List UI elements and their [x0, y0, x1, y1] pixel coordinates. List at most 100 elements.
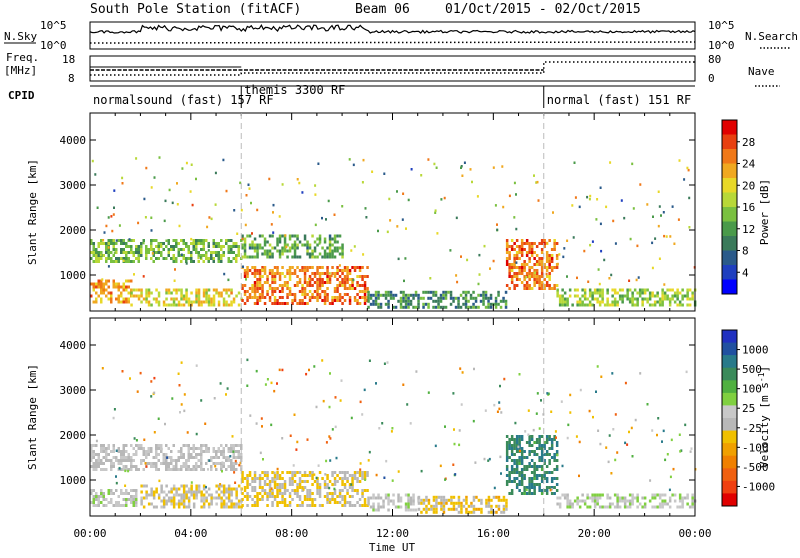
power-speckle [352, 278, 355, 282]
velocity-cell [596, 502, 599, 506]
power-cell [97, 251, 100, 254]
velocity-cell [271, 501, 274, 504]
velocity-cell [502, 498, 506, 502]
power-cell [132, 288, 136, 292]
power-speckle [657, 224, 660, 228]
power-cell [155, 300, 158, 304]
velocity-cell [553, 456, 556, 459]
velocity-speckle [397, 470, 400, 473]
velocity-cell [550, 456, 554, 459]
power-cell [100, 285, 103, 289]
velocity-cell [298, 504, 302, 507]
power-cell [147, 288, 151, 292]
power-cell [281, 266, 284, 269]
power-cell [392, 293, 395, 297]
power-cell [661, 300, 664, 304]
velocity-cell [273, 486, 277, 489]
velocity-cell [520, 474, 524, 477]
power-cell [353, 266, 357, 269]
power-cell [323, 249, 327, 253]
power-cell [484, 305, 488, 309]
colorbar-tick-label: 20 [742, 179, 755, 192]
power-cell [205, 257, 208, 260]
velocity-cell [540, 447, 544, 450]
velocity-cell [253, 486, 257, 489]
velocity-cell [256, 498, 259, 501]
power-cell [545, 257, 549, 260]
velocity-cell [200, 499, 203, 503]
power-cell [251, 240, 254, 244]
power-cell [273, 272, 277, 275]
velocity-cell [510, 480, 514, 483]
power-speckle [118, 224, 121, 227]
velocity-cell [351, 480, 354, 483]
velocity-cell [230, 450, 233, 453]
power-cell [343, 278, 347, 281]
power-cell [477, 305, 480, 309]
velocity-speckle [207, 468, 209, 471]
velocity-speckle [461, 371, 464, 374]
power-cell [266, 255, 269, 259]
power-cell [276, 243, 279, 247]
velocity-cell [563, 493, 567, 497]
power-cell [95, 297, 98, 301]
velocity-cell [105, 468, 108, 471]
velocity-cell [205, 450, 208, 453]
velocity-cell [623, 499, 627, 503]
y-tick-label: 1000 [60, 474, 87, 487]
velocity-cell [107, 459, 110, 462]
power-cell [578, 300, 582, 304]
velocity-speckle [302, 488, 305, 491]
velocity-speckle [386, 361, 389, 364]
velocity-cell [261, 486, 264, 489]
power-cell [563, 300, 567, 304]
nave-tick-bottom: 0 [708, 72, 715, 85]
power-cell [160, 254, 163, 257]
velocity-cell [217, 484, 221, 488]
power-cell [442, 290, 445, 294]
power-cell [510, 263, 514, 266]
power-cell [422, 302, 425, 306]
power-cell [306, 281, 309, 284]
velocity-cell [195, 484, 198, 488]
velocity-speckle [569, 393, 572, 397]
power-cell [326, 269, 329, 272]
power-cell [437, 296, 440, 300]
velocity-cell [276, 501, 279, 504]
velocity-cell [457, 498, 461, 502]
power-speckle [597, 268, 600, 271]
power-cell [110, 291, 113, 295]
power-cell [261, 293, 264, 296]
power-cell [258, 278, 262, 281]
power-speckle [609, 161, 612, 164]
velocity-cell [172, 496, 176, 500]
power-cell [407, 299, 410, 303]
velocity-cell [331, 495, 334, 498]
velocity-speckle [317, 464, 320, 467]
velocity-cell [248, 471, 252, 474]
freq-tick-bottom: 8 [68, 72, 75, 85]
power-cell [180, 248, 183, 251]
power-speckle [247, 183, 250, 186]
velocity-cell [162, 462, 165, 465]
velocity-cell [432, 504, 436, 508]
velocity-cell [540, 444, 544, 447]
velocity-cell [318, 489, 322, 492]
velocity-cell [341, 477, 344, 480]
power-cell [648, 303, 652, 307]
power-cell [505, 257, 509, 260]
velocity-speckle [150, 380, 153, 383]
power-cell [321, 266, 324, 269]
velocity-cell [353, 477, 357, 480]
power-cell [356, 266, 359, 269]
velocity-cell [92, 468, 95, 471]
power-cell [631, 300, 634, 304]
power-cell [556, 291, 559, 295]
velocity-cell [686, 502, 689, 506]
velocity-cell [548, 459, 551, 462]
power-cell [457, 299, 460, 303]
velocity-cell [442, 507, 446, 511]
power-cell [333, 234, 337, 238]
power-cell [363, 293, 367, 296]
velocity-cell [651, 496, 654, 500]
